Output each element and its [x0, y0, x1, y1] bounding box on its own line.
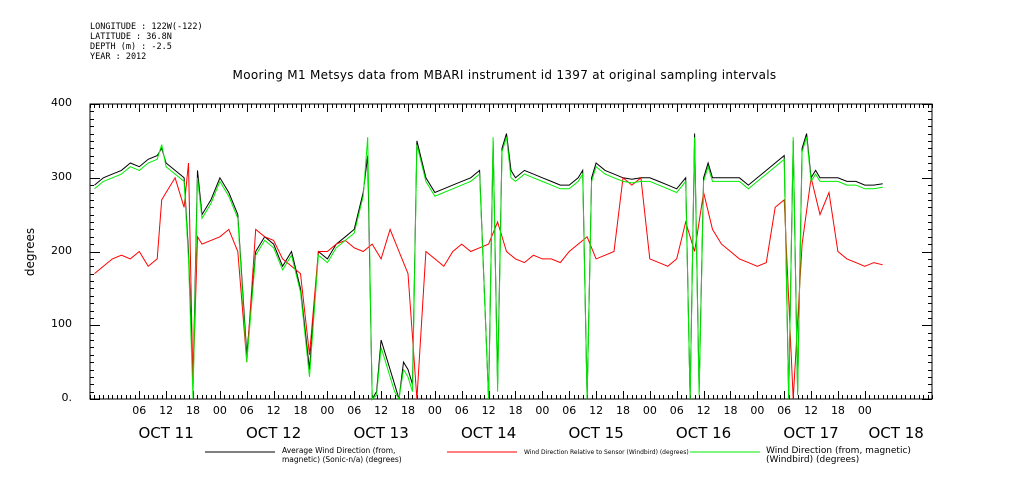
- x-day-label: OCT 17: [783, 424, 839, 442]
- legend-label-windbird: Wind Direction (from, magnetic) (Windbir…: [766, 446, 911, 465]
- x-hour-label: 12: [266, 404, 281, 417]
- x-day-label: OCT 12: [245, 424, 302, 442]
- x-hour-label: 00: [642, 404, 657, 417]
- x-day-label: OCT 16: [675, 424, 732, 442]
- y-tick-label: 300: [51, 169, 72, 183]
- x-hour-label: 18: [186, 404, 200, 417]
- x-hour-label: 18: [508, 404, 523, 417]
- x-hour-label: 12: [589, 404, 604, 417]
- x-hour-label: 18: [830, 404, 845, 417]
- x-hour-label: 06: [132, 404, 147, 417]
- x-hour-label: 00: [535, 404, 550, 417]
- x-day-label: OCT 13: [353, 424, 409, 442]
- y-tick-label: 400: [51, 96, 72, 109]
- x-hour-label: 12: [804, 404, 819, 417]
- x-hour-label: 00: [857, 404, 872, 417]
- y-tick-label: 0.: [61, 391, 73, 404]
- x-hour-label: 18: [723, 404, 738, 417]
- x-hour-label: 00: [212, 404, 227, 417]
- y-tick-label: 100: [51, 317, 72, 331]
- x-day-label: OCT 18: [868, 424, 924, 442]
- series-line-0: [94, 133, 883, 401]
- header-latitude: LATITUDE : 36.8N: [90, 32, 172, 42]
- legend-label-average-wind: Average Wind Direction (from, magnetic) …: [282, 446, 402, 464]
- x-hour-label: 06: [347, 404, 362, 417]
- series-layer: [94, 133, 883, 401]
- x-day-label: OCT 15: [568, 424, 624, 442]
- x-hour-label: 00: [320, 404, 335, 417]
- x-hour-label: 00: [427, 404, 442, 417]
- y-tick-label: 200: [51, 243, 72, 257]
- x-hour-label: 18: [293, 404, 308, 417]
- x-hour-label: 06: [454, 404, 469, 417]
- x-day-label: OCT 11: [138, 424, 194, 442]
- header-depth: DEPTH (m) : -2.5: [90, 42, 172, 52]
- x-hour-label: 12: [481, 404, 496, 417]
- x-hour-label: 06: [669, 404, 684, 417]
- x-hour-label: 06: [239, 404, 254, 417]
- axis-ticks: [90, 104, 933, 400]
- plot-frame: [89, 103, 933, 400]
- legend-label-relative-wind: Wind Direction Relative to Sensor (Windb…: [524, 449, 689, 456]
- x-hour-label: 06: [562, 404, 577, 417]
- x-hour-label: 18: [400, 404, 415, 417]
- series-line-1: [94, 162, 883, 400]
- chart-title: Mooring M1 Metsys data from MBARI instru…: [232, 68, 777, 82]
- x-hour-label: 00: [750, 404, 765, 417]
- x-hour-label: 18: [615, 404, 630, 417]
- header-year: YEAR : 2012: [90, 52, 147, 62]
- x-hour-label: 12: [159, 404, 174, 417]
- x-hour-label: 12: [374, 404, 389, 417]
- x-hour-label: 12: [696, 404, 711, 417]
- x-hour-label: 06: [777, 404, 792, 417]
- header-longitude: LONGITUDE : 122W(-122): [90, 22, 203, 32]
- series-line-2: [94, 137, 883, 401]
- x-day-label: OCT 14: [460, 424, 517, 442]
